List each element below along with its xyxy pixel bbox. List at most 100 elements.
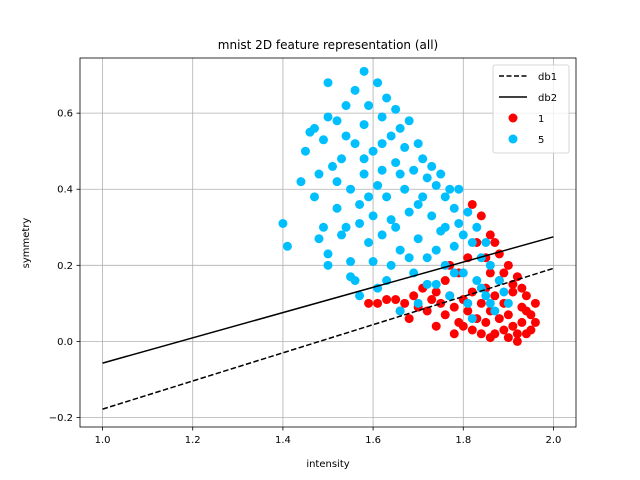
scatter-point-5 (395, 245, 405, 255)
legend-db2-label: db2 (538, 93, 557, 104)
scatter-point-5 (467, 314, 477, 324)
scatter-point-1 (508, 287, 518, 297)
x-tick-label: 1.8 (455, 435, 471, 446)
y-tick-label: 0.2 (57, 261, 73, 272)
scatter-point-5 (409, 165, 419, 175)
scatter-point-5 (400, 184, 410, 194)
scatter-point-1 (494, 314, 504, 324)
scatter-point-5 (413, 199, 423, 209)
scatter-point-5 (377, 112, 387, 122)
scatter-point-5 (463, 207, 473, 217)
scatter-point-5 (346, 184, 356, 194)
scatter-point-5 (440, 192, 450, 202)
scatter-point-5 (386, 131, 396, 141)
legend-series-1-marker (508, 113, 518, 123)
scatter-point-5 (323, 112, 333, 122)
legend-box (492, 64, 570, 154)
scatter-point-1 (400, 298, 410, 308)
scatter-point-5 (427, 161, 437, 171)
chart-title: mnist 2D feature representation (all) (218, 38, 438, 52)
scatter-point-1 (490, 291, 500, 301)
scatter-point-5 (359, 154, 369, 164)
scatter-point-5 (368, 257, 378, 267)
scatter-point-1 (481, 317, 491, 327)
scatter-point-5 (350, 85, 360, 95)
scatter-point-1 (422, 306, 432, 316)
scatter-point-1 (476, 211, 486, 221)
scatter-point-5 (332, 177, 342, 187)
scatter-point-5 (346, 257, 356, 267)
scatter-point-5 (490, 306, 500, 316)
scatter-point-5 (431, 279, 441, 289)
scatter-point-5 (449, 241, 459, 251)
scatter-point-1 (499, 268, 509, 278)
scatter-point-1 (490, 238, 500, 247)
scatter-point-5 (377, 165, 387, 175)
scatter-point-1 (463, 306, 473, 316)
scatter-point-5 (368, 146, 378, 156)
scatter-point-1 (382, 295, 392, 305)
boundary-line-db2 (102, 236, 554, 364)
scatter-point-5 (355, 199, 365, 209)
scatter-point-5 (422, 173, 432, 183)
scatter-point-5 (337, 230, 347, 240)
scatter-point-5 (481, 291, 491, 301)
x-axis: 1.0 1.2 1.4 1.6 1.8 2.0 (95, 427, 561, 446)
scatter-point-1 (458, 321, 468, 331)
scatter-point-5 (341, 222, 351, 232)
scatter-point-5 (296, 177, 306, 187)
scatter-point-1 (436, 298, 446, 308)
scatter-point-1 (404, 314, 414, 324)
scatter-point-1 (485, 268, 495, 278)
scatter-point-5 (332, 116, 342, 126)
scatter-point-5 (449, 203, 459, 213)
scatter-point-5 (350, 139, 360, 149)
scatter-point-5 (364, 101, 374, 111)
scatter-point-5 (373, 180, 383, 190)
scatter-point-1 (508, 321, 518, 331)
scatter-point-1 (364, 298, 374, 308)
scatter-point-1 (517, 317, 527, 327)
y-axis: −0.2 0.0 0.2 0.4 0.6 (49, 109, 80, 424)
scatter-point-5 (337, 154, 347, 164)
data-series (278, 66, 540, 346)
legend-db1-label: db1 (538, 72, 557, 83)
scatter-point-5 (318, 135, 328, 145)
y-tick-label: 0.6 (57, 109, 73, 120)
scatter-point-5 (386, 260, 396, 270)
scatter-point-5 (341, 131, 351, 141)
scatter-point-5 (364, 238, 374, 247)
scatter-point-5 (440, 222, 450, 232)
scatter-point-5 (395, 306, 405, 316)
scatter-point-5 (300, 146, 310, 156)
scatter-point-5 (391, 158, 401, 168)
scatter-point-5 (323, 78, 333, 88)
scatter-point-1 (467, 287, 477, 297)
scatter-point-1 (512, 329, 522, 339)
scatter-point-1 (440, 276, 450, 286)
scatter-point-5 (359, 120, 369, 130)
scatter-point-1 (440, 310, 450, 320)
x-axis-label: intensity (306, 459, 349, 470)
scatter-point-5 (404, 207, 414, 217)
scatter-point-5 (422, 279, 432, 289)
y-axis-label: symmetry (21, 218, 32, 269)
scatter-point-1 (467, 325, 477, 335)
scatter-point-5 (418, 154, 428, 164)
series-5 (278, 66, 513, 324)
scatter-point-5 (458, 268, 468, 278)
scatter-point-5 (278, 218, 288, 228)
scatter-point-5 (418, 192, 428, 202)
x-tick-label: 1.0 (95, 435, 111, 446)
scatter-point-5 (427, 211, 437, 221)
scatter-point-5 (404, 116, 414, 126)
scatter-point-5 (422, 253, 432, 263)
x-tick-label: 1.6 (365, 435, 381, 446)
scatter-point-5 (323, 260, 333, 270)
scatter-point-5 (282, 241, 292, 251)
scatter-point-1 (409, 291, 419, 301)
y-tick-label: 0.0 (57, 337, 73, 348)
scatter-point-5 (368, 211, 378, 221)
scatter-point-5 (332, 203, 342, 213)
scatter-point-5 (328, 161, 338, 171)
